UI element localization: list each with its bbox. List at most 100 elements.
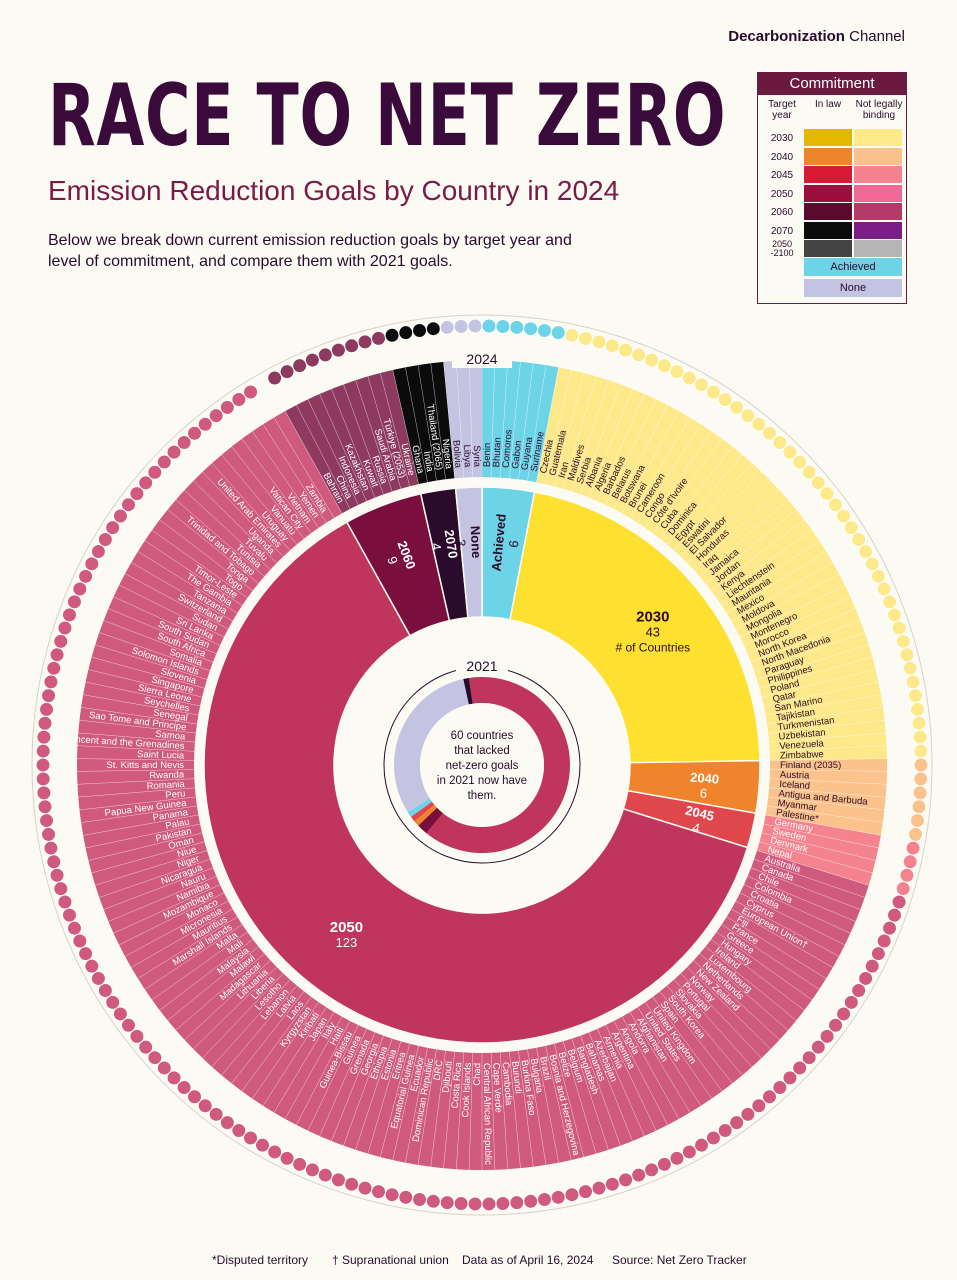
flag-icon [39,813,55,829]
country-divider [509,361,521,479]
flag-icon [35,771,51,787]
flag-icon [870,946,886,962]
country-divider [193,966,277,1050]
flag-icon [550,325,566,341]
flag-icon [317,1167,333,1183]
country-divider [343,384,384,495]
country-divider [456,1052,464,1170]
country-divider [88,669,203,698]
country-divider [645,431,712,528]
legend-year-label: 2040 [770,151,794,163]
flag-icon [729,1115,745,1131]
country-divider [307,399,359,506]
flag-icon [120,497,136,513]
flag-icon [913,757,929,773]
legend-swatch-not-binding [854,240,902,257]
flag-icon [669,1150,685,1166]
country-divider [735,900,840,957]
flag-icon [57,894,73,910]
country-divider [273,417,335,519]
flag-icon [694,1137,709,1153]
country-divider [699,499,789,577]
country-divider [319,393,367,502]
flag-icon [644,1162,660,1178]
country-divider [103,867,214,910]
flag-icon [729,399,745,415]
flag-icon [197,1098,213,1114]
country-label: Palau [165,816,191,831]
outer-ring-2040 [765,758,888,836]
country-divider [680,471,762,557]
legend-year-label: 2070 [770,225,794,237]
country-divider [652,438,723,534]
group-count-label: 6 [506,540,522,549]
flag-icon [46,854,62,870]
legend-row-2070: 2070 [758,221,906,242]
flag-icon [78,568,94,584]
country-divider [380,1043,410,1158]
flag-icon [772,1079,788,1095]
flag-icon [304,352,320,368]
country-label: St. Kitts and Nevis [106,760,184,771]
flag-icon [156,1060,172,1076]
country-label: Brazil [537,1056,553,1082]
country-divider [91,656,205,689]
flag-icon [882,594,898,610]
flag-icon [644,352,660,368]
country-divider [103,620,214,663]
country-divider [666,985,743,1076]
flag-icon [105,520,121,536]
country-label: Chad [472,1063,483,1086]
country-divider [144,540,243,606]
flag-icon [705,384,721,400]
flag-icon [255,1137,270,1153]
group-year-label: 2040 [690,770,720,787]
country-divider [562,1041,597,1154]
flag-icon [819,1028,835,1044]
footer-source: Source: Net Zero Tracker [612,1253,747,1267]
flag-icon [37,799,53,815]
flag-icon [740,1106,756,1122]
ring-2021-none [394,679,469,813]
country-divider [159,939,253,1011]
flag-icon [801,1050,817,1066]
flag-icon [911,799,927,815]
country-divider [739,584,845,638]
country-divider [763,681,879,707]
flag-icon [631,1167,647,1183]
flag-icon [371,330,387,346]
country-divider [108,876,217,922]
brand-light: Channel [849,28,905,45]
country-divider [77,745,195,752]
group-year-label: 2050 [330,919,363,936]
flag-icon [61,907,77,923]
flag-icon [147,1050,163,1066]
country-divider [693,960,780,1040]
country-divider [693,490,780,570]
country-divider [159,519,253,591]
country-label: Costa Rica [450,1061,465,1109]
flag-icon [523,321,539,337]
country-divider [88,832,203,861]
flag-icon [761,425,777,441]
flag-icon [550,1189,566,1205]
center-text-line: net-zero goals [446,760,519,772]
country-divider [468,1052,474,1170]
outer-ring-achieved [482,360,559,483]
country-divider [750,867,861,910]
country-label: Libya [461,444,473,468]
legend-col-not: Not legally binding [855,99,903,121]
country-label: Nigeria [440,438,454,470]
country-divider [124,573,229,630]
country-divider [95,850,208,886]
country-divider [405,1047,428,1163]
flag-icon [912,785,928,801]
country-label: Myanmar [777,798,818,814]
legend-title: Commitment [758,73,906,95]
flag-icon [97,531,113,547]
country-divider [417,365,437,481]
country-divider [79,719,196,734]
country-divider [241,438,312,534]
country-divider [490,1052,496,1170]
legend-swatch-not-binding [854,166,902,183]
